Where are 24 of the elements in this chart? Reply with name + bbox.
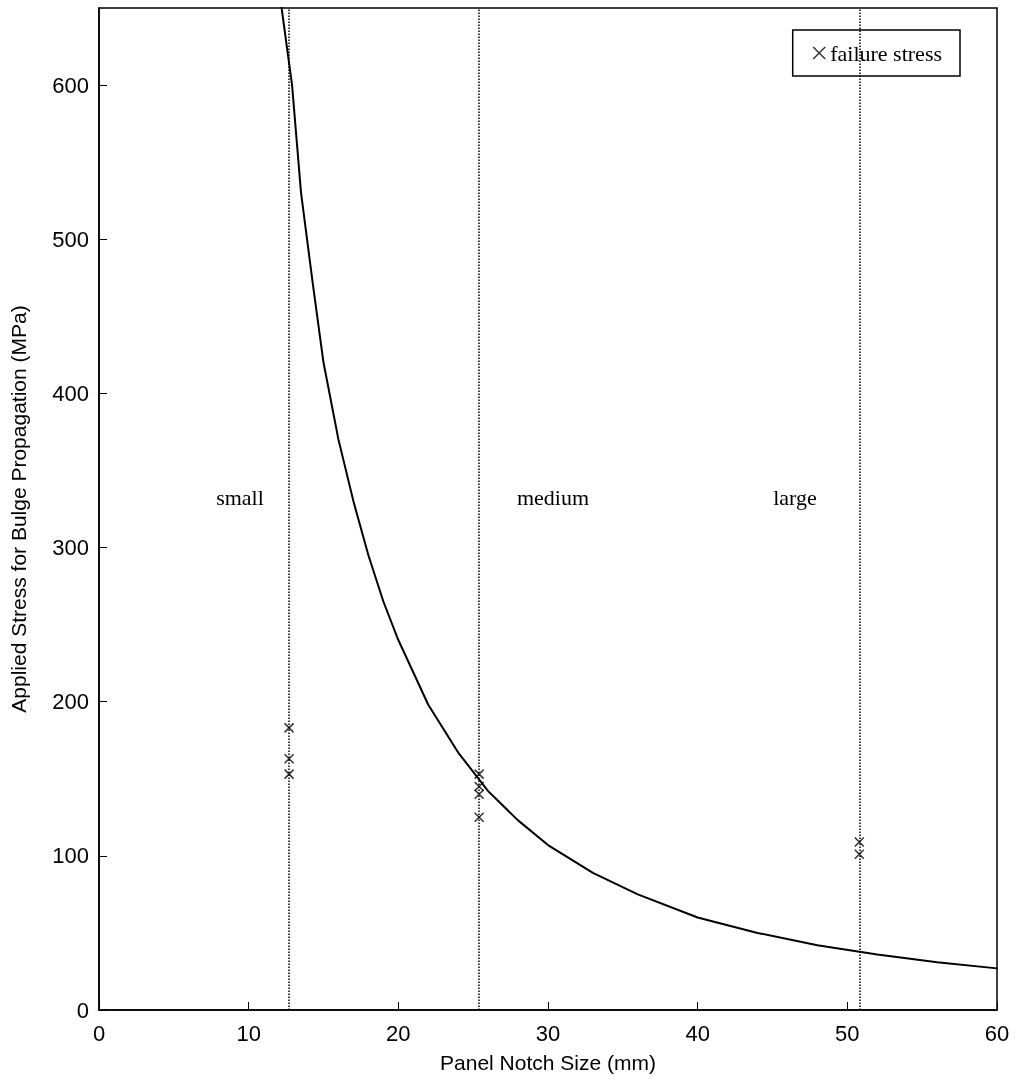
- y-tick-label: 400: [52, 380, 89, 406]
- point: [283, 753, 295, 764]
- x-axis-title: Panel Notch Size (mm): [440, 1051, 656, 1074]
- x-tick-label: 60: [984, 1020, 1010, 1046]
- x-tick-label: 50: [835, 1020, 860, 1046]
- point: [473, 812, 485, 823]
- x-tick-label: 10: [236, 1020, 261, 1046]
- y-tick-label: 100: [52, 843, 89, 869]
- annotation: medium: [516, 484, 590, 510]
- y-tick-label: 200: [52, 689, 89, 715]
- x-tick-label: 30: [535, 1020, 561, 1046]
- y-tick-label: 600: [52, 72, 89, 98]
- annotation: large: [773, 484, 817, 510]
- annotation: small: [216, 484, 264, 510]
- y-tick-label: 0: [76, 997, 89, 1023]
- y-tick-label: 300: [52, 535, 89, 561]
- x-tick-label: 20: [386, 1020, 411, 1046]
- x-tick-label: 40: [685, 1020, 710, 1046]
- x-tick-label: 0: [92, 1020, 106, 1046]
- point: [283, 722, 295, 734]
- point: [283, 768, 295, 780]
- legend-label: failure stress: [830, 40, 942, 66]
- y-axis-title: Applied Stress for Bulge Propagation (MPa): [7, 305, 30, 713]
- y-tick-label: 500: [52, 226, 89, 252]
